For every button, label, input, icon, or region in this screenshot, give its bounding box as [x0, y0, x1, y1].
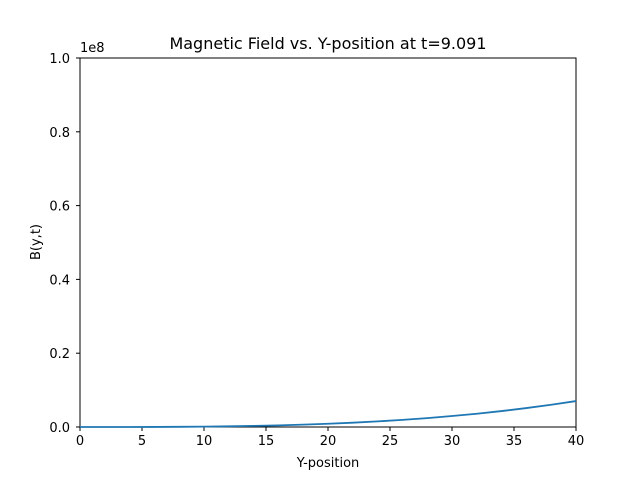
x-tick-label: 20: [320, 434, 337, 449]
chart-title: Magnetic Field vs. Y-position at t=9.091: [169, 34, 486, 53]
x-axis-ticks: 0 5 10 15 20 25 30 35 40: [76, 427, 584, 449]
x-tick-label: 30: [444, 434, 461, 449]
y-axis-ticks: 0.0 0.2 0.4 0.6 0.8 1.0: [49, 52, 80, 436]
y-axis-offset-label: 1e8: [80, 41, 105, 56]
y-axis-label: B(y,t): [29, 224, 44, 260]
x-axis-label: Y-position: [296, 456, 360, 471]
x-tick-label: 0: [76, 434, 84, 449]
x-tick-label: 15: [258, 434, 275, 449]
x-tick-label: 10: [196, 434, 213, 449]
x-tick-label: 35: [506, 434, 523, 449]
y-tick-label: 0.8: [49, 126, 70, 141]
y-tick-label: 0.4: [49, 273, 70, 288]
y-tick-label: 0.6: [49, 200, 70, 215]
x-tick-label: 25: [382, 434, 399, 449]
y-tick-label: 0.2: [49, 347, 70, 362]
y-tick-label: 0.0: [49, 421, 70, 436]
y-tick-label: 1.0: [49, 52, 70, 67]
x-tick-label: 5: [138, 434, 146, 449]
series-line: [80, 400, 577, 428]
x-tick-label: 40: [568, 434, 585, 449]
